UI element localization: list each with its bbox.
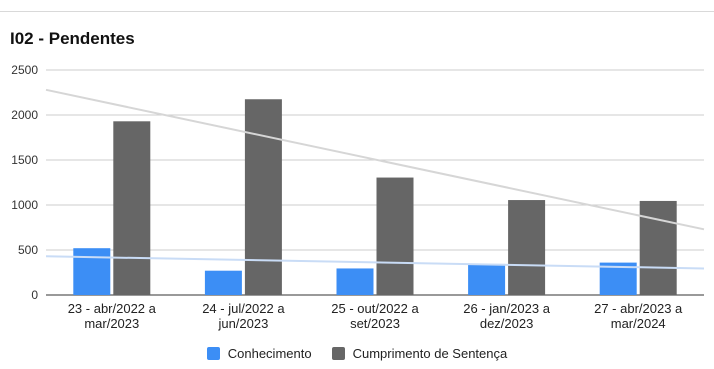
x-tick-label: 23 - abr/2022 a (68, 301, 157, 316)
divider (0, 11, 714, 12)
bar-cumprimento (639, 200, 677, 295)
bar-cumprimento (376, 177, 414, 295)
y-tick-label: 1500 (11, 153, 38, 167)
bar-conhecimento (204, 270, 242, 295)
legend: Conhecimento Cumprimento de Sentença (0, 343, 714, 363)
x-tick-label: mar/2024 (611, 316, 666, 331)
bar-cumprimento (244, 99, 282, 295)
x-tick-label: jun/2023 (217, 316, 268, 331)
bar-conhecimento (73, 248, 111, 295)
y-tick-label: 2500 (11, 63, 38, 77)
trendline-conhecimento (45, 255, 705, 270)
legend-label-conhecimento: Conhecimento (227, 345, 312, 361)
x-tick-label: 26 - jan/2023 a (463, 301, 551, 316)
legend-item-conhecimento: Conhecimento (206, 345, 312, 361)
bar-conhecimento (468, 263, 506, 295)
y-tick-label: 1000 (11, 198, 38, 212)
legend-swatch-conhecimento (206, 346, 220, 360)
bar-cumprimento (113, 121, 151, 295)
x-tick-label: 27 - abr/2023 a (594, 301, 683, 316)
y-tick-label: 2000 (11, 108, 38, 122)
bar-conhecimento (336, 268, 374, 295)
y-tick-label: 0 (31, 288, 38, 302)
x-tick-label: mar/2023 (84, 316, 139, 331)
y-tick-label: 500 (18, 243, 38, 257)
x-tick-label: 25 - out/2022 a (331, 301, 419, 316)
x-tick-label: dez/2023 (480, 316, 534, 331)
legend-swatch-cumprimento (331, 346, 345, 360)
bar-cumprimento (508, 200, 546, 295)
x-tick-label: set/2023 (350, 316, 400, 331)
trendline-cumprimento (45, 88, 705, 231)
x-tick-label: 24 - jul/2022 a (202, 301, 285, 316)
legend-label-cumprimento: Cumprimento de Sentença (352, 345, 508, 361)
legend-item-cumprimento: Cumprimento de Sentença (331, 345, 508, 361)
chart-title: I02 - Pendentes (10, 29, 135, 48)
